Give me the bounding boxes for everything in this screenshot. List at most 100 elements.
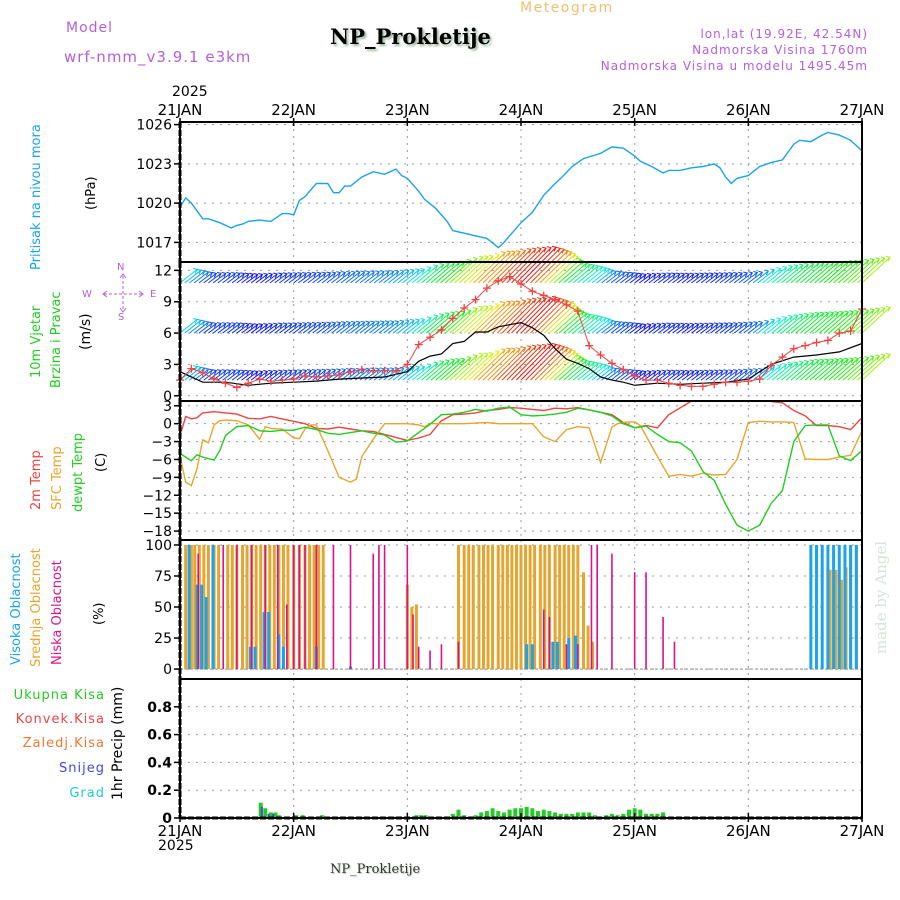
wind-barb (473, 302, 506, 334)
wind-barb (236, 370, 250, 381)
y-tick-label: −3 (151, 435, 172, 451)
wind-barb (397, 367, 415, 381)
wind-barb (440, 261, 465, 284)
wind-barb (809, 359, 834, 381)
wind-barb (511, 297, 547, 334)
wind-barb-head (341, 270, 346, 277)
wind-barb (762, 365, 781, 381)
gust-marker (437, 325, 446, 334)
wind-barb-head (694, 369, 700, 376)
wind-barb (179, 319, 198, 334)
wind-barb (246, 274, 258, 284)
wind-barb (331, 272, 346, 284)
gust-marker (596, 351, 605, 360)
wind-barb (369, 271, 385, 284)
wind-barb (610, 322, 625, 334)
mid-cloud-bar (547, 544, 551, 670)
wind-barb-head (321, 271, 327, 278)
mid-cloud-bar (312, 544, 316, 670)
wind-barb (520, 344, 557, 381)
wind-barb-head (287, 322, 293, 329)
high-cloud-bar (820, 544, 824, 670)
wind-barb (804, 262, 829, 284)
wind-barb (577, 315, 599, 334)
wind-barb-head (326, 321, 332, 328)
wind-barb (572, 264, 595, 284)
wind-barb-head (708, 369, 714, 376)
total-rain-bar (575, 812, 580, 818)
wind-barb (861, 256, 891, 284)
y-tick-label: 0 (163, 662, 172, 678)
wind-barb (459, 353, 489, 381)
wind-barb-head (880, 256, 886, 263)
wind-barb-head (758, 320, 764, 327)
wind-barb-head (798, 360, 804, 367)
mid-cloud-bar (272, 544, 276, 670)
wind-barb (392, 270, 410, 284)
wind-barb-head (875, 354, 881, 361)
gust-marker (642, 376, 651, 385)
wind-barb (340, 271, 356, 284)
wind-barb (492, 300, 526, 334)
y-tick-label: 3 (163, 399, 172, 415)
wind-barb-head (704, 322, 709, 329)
x-tick-label-top: 26JAN (726, 101, 771, 119)
mid-cloud-bar (245, 544, 249, 670)
wind-barb-head (426, 266, 432, 272)
wind-barb-head (450, 358, 456, 365)
wind-barb-head (394, 269, 400, 276)
y-tick-label: 3 (163, 357, 172, 373)
wind-barb (553, 258, 582, 284)
wind-barb-head (671, 322, 676, 329)
wind-barb-head (268, 272, 273, 279)
wind-barb (250, 274, 263, 284)
x-tick-label-top: 21JAN (158, 101, 203, 119)
wind-barb (463, 255, 494, 284)
wind-barb-head (804, 360, 809, 366)
wind-barb-head (506, 250, 512, 257)
wind-barb-head (541, 343, 547, 350)
wind-barb (643, 324, 657, 334)
wind-barb-head (748, 271, 754, 277)
snow-bar (272, 813, 275, 818)
wind-barb-head (571, 252, 576, 259)
wind-barb (331, 322, 346, 334)
wind-barb (468, 351, 500, 381)
wind-barb-head (656, 369, 662, 376)
wind-barb (231, 323, 245, 334)
wind-barb-head (571, 349, 576, 356)
wind-barb (312, 369, 326, 381)
wind-barb-head (439, 313, 445, 319)
wind-barb (454, 353, 484, 381)
wind-barb (695, 370, 709, 381)
wind-barb-head (854, 357, 859, 363)
wind-barb (203, 273, 217, 284)
wind-barb (705, 273, 719, 284)
wind-barb-head (399, 269, 405, 276)
wind-barb (624, 273, 638, 284)
gust-marker (505, 272, 514, 281)
wind-barb (482, 251, 516, 284)
mid-cloud-bar (286, 544, 290, 670)
gust-marker (278, 376, 287, 385)
gust-marker (346, 367, 355, 376)
wind-barb (359, 271, 375, 284)
y-tick-label: 6 (163, 326, 172, 342)
wind-barb (222, 273, 236, 284)
low-cloud-bar (645, 572, 647, 670)
wind-barb (246, 371, 258, 381)
total-rain-bar (450, 813, 455, 818)
wind-barb (279, 273, 293, 284)
wind-barb (198, 322, 213, 334)
wind-barb-head (292, 272, 298, 278)
wind-barb (246, 324, 258, 334)
mid-cloud-bar (496, 544, 500, 670)
wind-barb (781, 361, 804, 381)
wind-barb (804, 312, 829, 334)
wind-barb-head (704, 369, 709, 376)
wind-barb-head (753, 321, 759, 327)
wind-barb (729, 322, 743, 334)
high-cloud-bar (267, 611, 271, 670)
wind-barb-row (179, 342, 891, 381)
mid-cloud-bar (519, 544, 523, 670)
